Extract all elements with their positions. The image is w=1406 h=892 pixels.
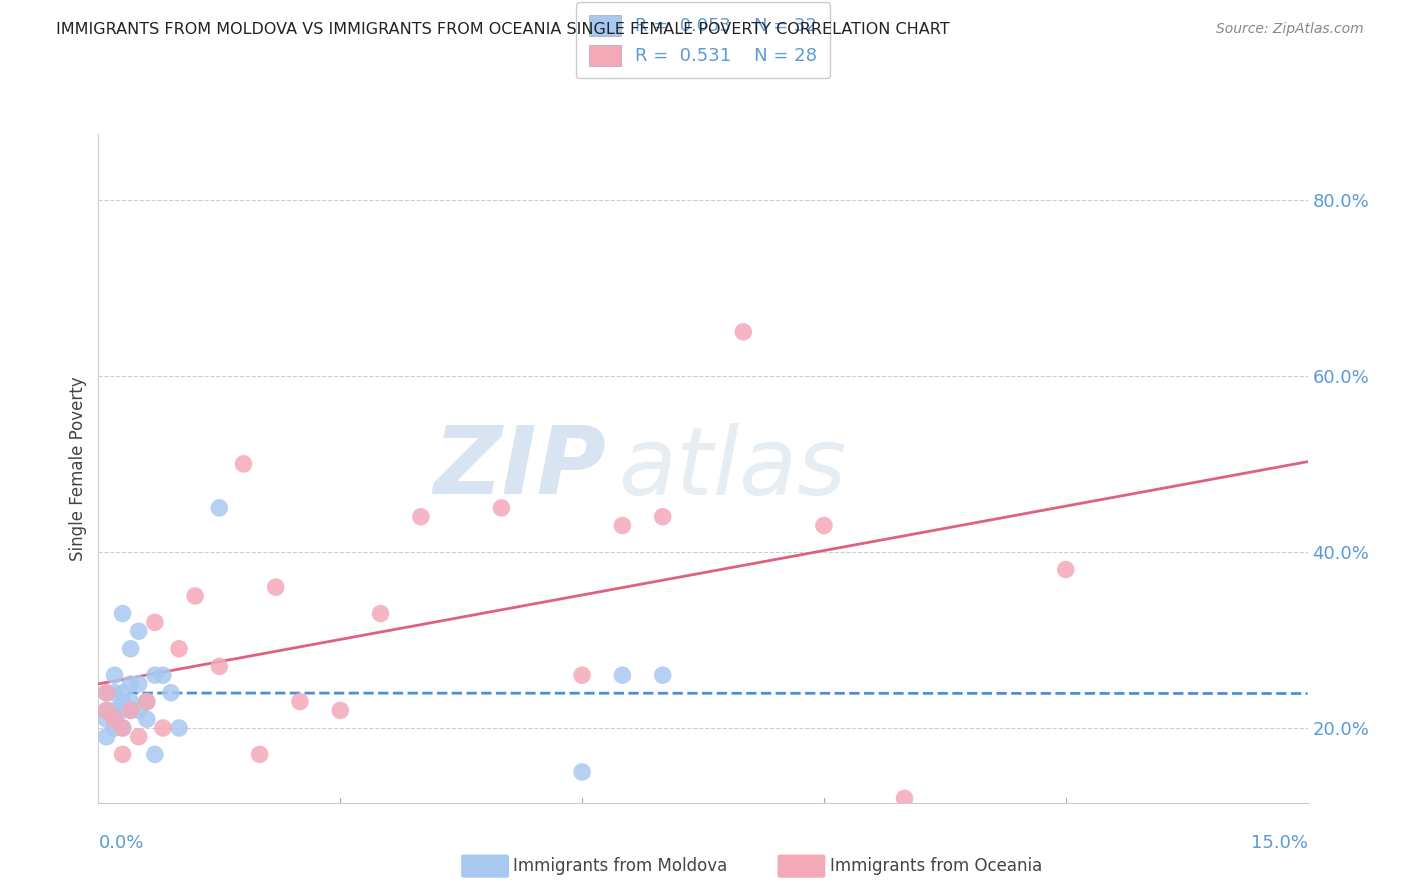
- Point: [571, 764, 593, 779]
- Point: [167, 641, 190, 656]
- Point: [120, 703, 142, 717]
- Point: [103, 703, 125, 717]
- Point: [232, 457, 254, 471]
- Point: [96, 703, 118, 717]
- Y-axis label: Single Female Poverty: Single Female Poverty: [69, 376, 87, 560]
- Point: [111, 721, 134, 735]
- Point: [111, 721, 134, 735]
- Point: [143, 747, 166, 762]
- Point: [167, 721, 190, 735]
- Point: [103, 712, 125, 726]
- Point: [893, 791, 915, 805]
- Point: [96, 686, 118, 700]
- Point: [135, 695, 157, 709]
- Text: Immigrants from Oceania: Immigrants from Oceania: [830, 857, 1042, 875]
- Point: [103, 712, 125, 726]
- Point: [103, 668, 125, 682]
- Point: [571, 668, 593, 682]
- Text: ZIP: ZIP: [433, 422, 606, 515]
- Point: [208, 500, 231, 515]
- Point: [96, 712, 118, 726]
- Point: [651, 668, 673, 682]
- Point: [128, 677, 150, 691]
- Text: Source: ZipAtlas.com: Source: ZipAtlas.com: [1216, 22, 1364, 37]
- Point: [111, 703, 134, 717]
- Point: [96, 703, 118, 717]
- Point: [160, 686, 183, 700]
- Point: [813, 518, 835, 533]
- Point: [111, 695, 134, 709]
- Point: [491, 500, 513, 515]
- Text: atlas: atlas: [619, 423, 846, 514]
- Text: IMMIGRANTS FROM MOLDOVA VS IMMIGRANTS FROM OCEANIA SINGLE FEMALE POVERTY CORRELA: IMMIGRANTS FROM MOLDOVA VS IMMIGRANTS FR…: [56, 22, 950, 37]
- Point: [128, 730, 150, 744]
- Legend: R =  0.053    N = 32, R =  0.531    N = 28: R = 0.053 N = 32, R = 0.531 N = 28: [576, 3, 830, 78]
- Point: [96, 686, 118, 700]
- Point: [111, 686, 134, 700]
- Point: [1054, 562, 1077, 576]
- Point: [651, 509, 673, 524]
- Text: 15.0%: 15.0%: [1250, 834, 1308, 852]
- Point: [103, 721, 125, 735]
- Point: [120, 641, 142, 656]
- Point: [612, 668, 634, 682]
- Point: [120, 703, 142, 717]
- Text: 0.0%: 0.0%: [98, 834, 143, 852]
- Point: [143, 615, 166, 630]
- Point: [249, 747, 271, 762]
- Point: [128, 703, 150, 717]
- Point: [329, 703, 352, 717]
- Point: [111, 607, 134, 621]
- Point: [208, 659, 231, 673]
- Point: [264, 580, 287, 594]
- Point: [135, 695, 157, 709]
- Point: [612, 518, 634, 533]
- Point: [128, 624, 150, 639]
- Point: [143, 668, 166, 682]
- Point: [135, 712, 157, 726]
- Point: [103, 686, 125, 700]
- Point: [96, 730, 118, 744]
- Point: [120, 677, 142, 691]
- Point: [370, 607, 392, 621]
- Point: [152, 721, 174, 735]
- Point: [184, 589, 207, 603]
- Text: Immigrants from Moldova: Immigrants from Moldova: [513, 857, 727, 875]
- Point: [152, 668, 174, 682]
- Point: [288, 695, 311, 709]
- Point: [111, 747, 134, 762]
- Point: [733, 325, 755, 339]
- Point: [409, 509, 432, 524]
- Point: [120, 695, 142, 709]
